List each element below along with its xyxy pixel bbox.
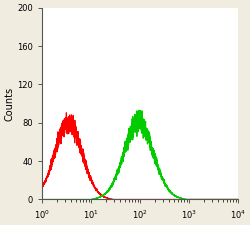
Y-axis label: Counts: Counts <box>4 86 14 121</box>
